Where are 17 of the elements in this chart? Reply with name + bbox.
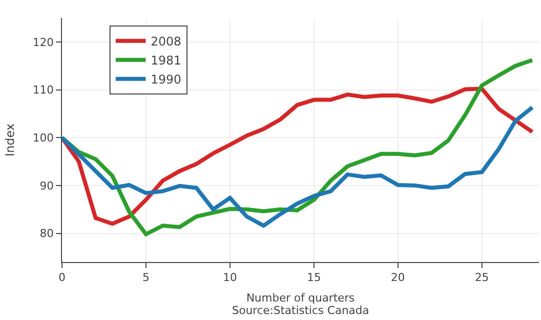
y-axis-title: Index: [3, 123, 18, 157]
x-tick-label: 10: [222, 271, 237, 284]
y-tick-label: 80: [40, 227, 54, 240]
y-tick-label: 110: [32, 84, 54, 97]
x-axis-title: Number of quarters: [246, 291, 355, 304]
x-tick-label: 5: [142, 271, 150, 284]
legend-label: 1990: [150, 72, 182, 86]
x-tick-label: 25: [474, 271, 489, 284]
y-tick-label: 100: [32, 131, 54, 144]
legend-label: 1981: [150, 54, 182, 68]
x-tick-label: 15: [306, 271, 321, 284]
source-note: Source:Statistics Canada: [232, 304, 370, 317]
x-tick-label: 0: [58, 271, 66, 284]
x-tick-label: 20: [390, 271, 405, 284]
y-tick-label: 120: [32, 36, 54, 49]
y-tick-label: 90: [40, 179, 54, 192]
legend-label: 2008: [150, 34, 182, 48]
